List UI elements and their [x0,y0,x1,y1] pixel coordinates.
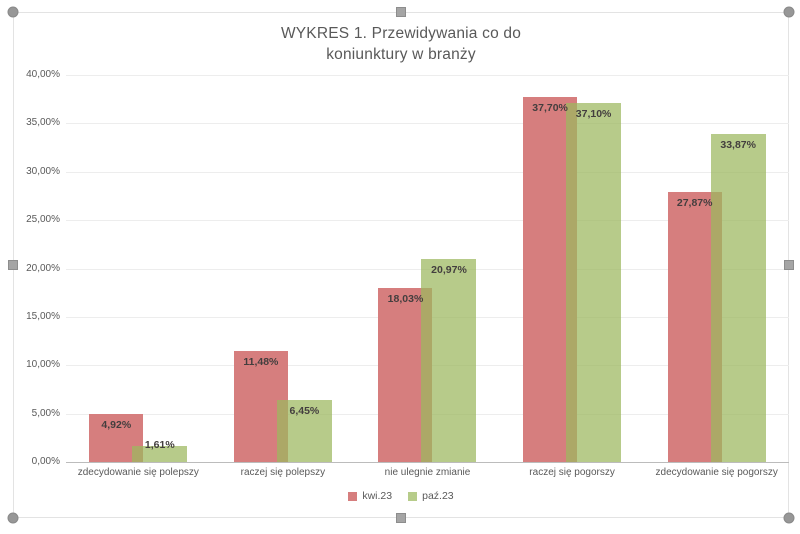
y-tick-label: 40,00% [26,69,60,80]
x-tick-label: nie ulegnie zmianie [384,467,471,478]
bar-pa23[interactable] [132,446,188,462]
category-cell: 18,03% 20,97% [355,75,500,462]
selection-handle-left-middle[interactable] [8,260,18,270]
y-tick-label: 20,00% [26,262,60,274]
y-tick-label: 5,00% [31,407,60,419]
x-tick-label: zdecydowanie się pogorszy [655,467,778,478]
legend-swatch-icon [348,491,358,501]
selection-handle-right-middle[interactable] [784,260,794,270]
gridline [66,123,789,125]
x-tick-label: raczej się polepszy [240,467,326,478]
selection-handle-bottom-middle[interactable] [396,513,406,523]
data-label: 20,97% [431,264,467,277]
chart-title-line2: koniunktury w branży [326,46,476,63]
data-label: 6,45% [289,404,320,417]
gridline [66,220,789,222]
selection-handle-bottom-right[interactable] [783,512,795,524]
x-tick-label: raczej się pogorszy [529,467,615,478]
data-label: 37,10% [575,108,612,121]
y-tick-label: 30,00% [26,165,60,177]
category-cell: 37,70% 37,10% [500,75,645,462]
bar-pa23[interactable] [421,259,477,462]
bar-pa23[interactable] [710,134,766,462]
legend-swatch-icon [408,491,418,501]
gridline [66,75,789,76]
bar-pa23[interactable] [566,103,622,462]
x-axis-line [66,462,789,463]
legend-item[interactable]: kwi.23 [348,490,392,502]
legend-label: kwi.23 [362,490,393,502]
data-label: 4,92% [101,419,132,432]
bar-group: 4,92% 1,61% [89,75,188,462]
category-cell: 27,87% 33,87% [644,75,789,462]
bar-group: 27,87% 33,87% [667,75,766,462]
chart-legend[interactable]: kwi.23 paź.23 [14,490,788,502]
y-tick-label: 25,00% [26,214,60,226]
y-tick-label: 10,00% [26,359,60,371]
y-tick-label: 15,00% [26,310,60,322]
data-label: 33,87% [720,139,756,152]
chart-title-line1: WYKRES 1. Przewidywania co do [280,25,522,42]
data-label: 18,03% [387,292,424,305]
legend-item[interactable]: paź.23 [408,490,454,502]
legend-label: paź.23 [422,490,454,502]
gridline [66,171,789,173]
x-tick-label: zdecydowanie się polepszy [77,467,199,478]
data-label: 37,70% [532,102,568,115]
category-cell: 4,92% 1,61% [66,75,211,462]
y-tick-label: 35,00% [26,117,60,129]
plot-area[interactable]: 4,92% 1,61% 11,48% 6,45% 18,03% 20,97% 37,70% 3… [66,75,789,463]
selection-handle-bottom-left[interactable] [7,512,19,524]
bar-pa23[interactable] [276,399,332,462]
chart-object[interactable]: WYKRES 1. Przewidywania co do koniunktur… [13,12,789,518]
bar-group: 18,03% 20,97% [378,75,477,462]
category-cell: 11,48% 6,45% [211,75,356,462]
data-label: 11,48% [243,355,279,368]
bar-group: 37,70% 37,10% [523,75,622,462]
y-tick-label: 0,00% [31,456,60,467]
selection-handle-top-middle[interactable] [396,7,406,17]
data-label: 27,87% [676,197,713,210]
selection-handle-top-right[interactable] [783,6,795,18]
chart-title[interactable]: WYKRES 1. Przewidywania co do koniunktur… [14,23,788,65]
data-label: 1,61% [144,439,175,452]
bar-group: 11,48% 6,45% [233,75,332,462]
selection-handle-top-left[interactable] [7,6,19,18]
